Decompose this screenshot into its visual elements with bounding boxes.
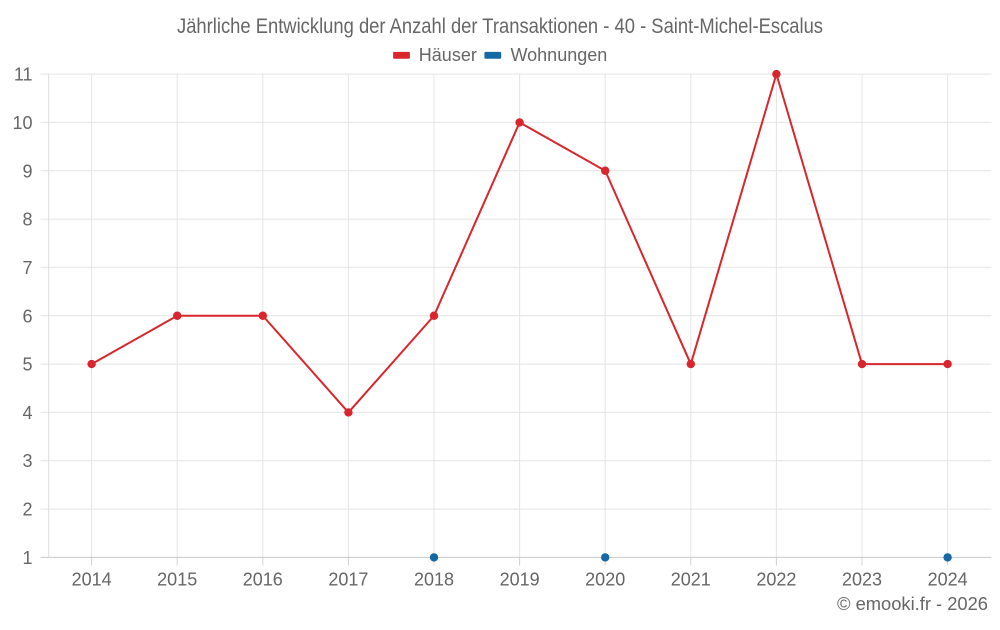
svg-text:2020: 2020 <box>585 570 625 590</box>
svg-text:Wohnungen: Wohnungen <box>511 45 608 65</box>
svg-text:1: 1 <box>22 548 32 568</box>
svg-text:© emooki.fr - 2026: © emooki.fr - 2026 <box>837 594 988 614</box>
svg-text:2023: 2023 <box>842 570 882 590</box>
svg-text:11: 11 <box>14 65 33 85</box>
svg-text:9: 9 <box>22 161 32 181</box>
svg-text:Häuser: Häuser <box>419 45 477 65</box>
svg-text:Jährliche Entwicklung der Anza: Jährliche Entwicklung der Anzahl der Tra… <box>177 15 823 38</box>
svg-text:4: 4 <box>22 403 32 423</box>
svg-text:10: 10 <box>12 113 32 133</box>
svg-text:2022: 2022 <box>756 570 796 590</box>
svg-text:2015: 2015 <box>157 570 197 590</box>
svg-text:2019: 2019 <box>500 570 540 590</box>
svg-text:2014: 2014 <box>72 570 112 590</box>
svg-text:6: 6 <box>22 306 32 326</box>
svg-text:2021: 2021 <box>671 570 711 590</box>
svg-text:7: 7 <box>22 258 32 278</box>
svg-text:2: 2 <box>22 500 32 520</box>
svg-text:2018: 2018 <box>414 570 454 590</box>
svg-text:2017: 2017 <box>328 570 368 590</box>
svg-text:3: 3 <box>22 451 32 471</box>
svg-text:8: 8 <box>22 210 32 230</box>
svg-text:5: 5 <box>22 355 32 375</box>
svg-text:2024: 2024 <box>928 570 968 590</box>
svg-text:2016: 2016 <box>243 570 283 590</box>
